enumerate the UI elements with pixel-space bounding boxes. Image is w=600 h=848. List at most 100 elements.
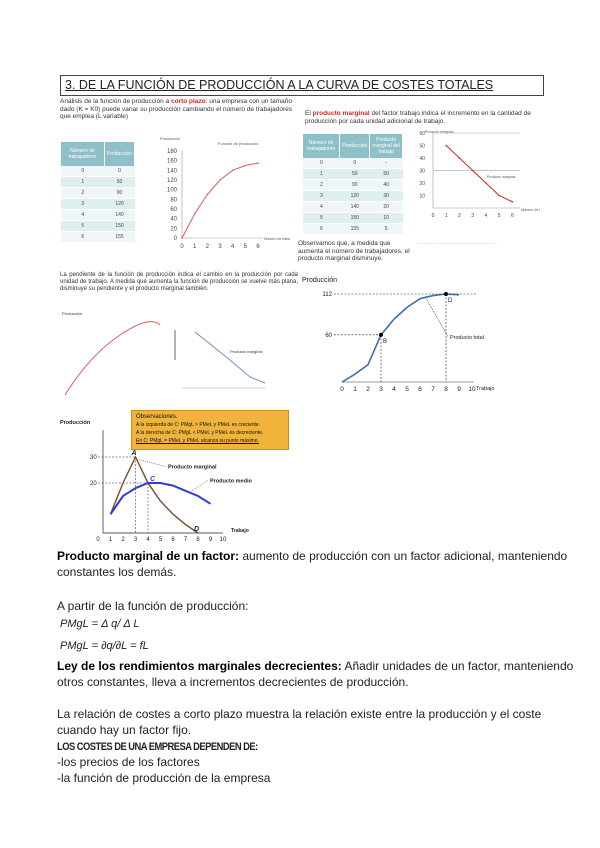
x-tick-label: 6: [511, 213, 514, 219]
x-tick-label: 6: [418, 386, 422, 393]
table-row: 4 140: [61, 209, 135, 221]
obs-line: A la izquierda de C: PMgL > PMeL y PMeL …: [136, 422, 261, 428]
table-cell: 0: [104, 166, 135, 177]
data-point: [498, 194, 500, 197]
x-tick-label: 10: [220, 537, 227, 543]
y-tick-label: 80: [170, 197, 177, 203]
table-row: 1 50: [61, 176, 135, 188]
leader-line: [191, 480, 209, 492]
y-tick-label: 10: [419, 194, 425, 200]
series-label: Producto medio: [210, 478, 253, 484]
table-cell: 5: [303, 212, 340, 224]
point-marker: [379, 332, 383, 337]
y-tick-label: 40: [419, 156, 425, 162]
chart-title: Función de producción: [218, 141, 258, 146]
formula-derivative: PMgL = ∂q/∂L = fL: [60, 640, 149, 652]
x-tick-label: 4: [392, 386, 396, 393]
observe-note: Observamos que, a medida que aumenta el …: [298, 240, 410, 262]
table-row: 5 150: [61, 220, 135, 232]
table-cell: 1: [303, 168, 340, 180]
y-axis-label: Producción: [302, 277, 337, 284]
x-tick-label: 0: [340, 386, 344, 393]
data-point: [485, 182, 487, 184]
table-cell: 120: [339, 190, 370, 202]
table-cell: 4: [61, 209, 105, 221]
y-tick-label: 160: [167, 159, 178, 165]
marginal-intro-highlight: producto marginal: [312, 110, 370, 117]
table-cell: 1: [61, 176, 105, 188]
x-axis-label: Número de trabajadores: [264, 237, 290, 241]
y-value-label: 20: [90, 481, 97, 487]
x-tick-label: 2: [121, 537, 125, 543]
y-tick-label: 180: [167, 149, 178, 155]
total-product-curve: [341, 293, 460, 383]
obs-line: A la derecha de C: PMgL < PMeL y PMeL es…: [136, 430, 264, 436]
table-cell: 50: [104, 176, 135, 188]
y-value-label: 60: [325, 333, 332, 339]
production-curve: [181, 162, 259, 239]
y-value-label: 30: [90, 455, 97, 461]
y-axis-label: Producción: [60, 420, 91, 426]
table-cell: 4: [303, 201, 340, 213]
intro-text-rest: : una empresa con un tamaño dado (K = K0…: [60, 98, 292, 120]
marginal-intro: El producto marginal del factor trabajo …: [305, 110, 535, 125]
table-cell: 50: [369, 168, 403, 180]
y-tick-label: 60: [170, 207, 177, 213]
x-tick-label: 2: [458, 213, 461, 219]
x-axis-label: Trabajo: [231, 528, 249, 534]
x-tick-label: 10: [468, 386, 476, 393]
y-tick-label: 40: [170, 217, 177, 223]
table-cell: 0: [303, 158, 340, 169]
y-axis-label: Producción: [62, 311, 82, 316]
x-tick-label: 3: [218, 244, 222, 250]
table-cell: 155: [339, 223, 370, 235]
table-cell: 150: [339, 212, 370, 224]
marginal-curve: [194, 331, 266, 384]
table-cell: 3: [61, 198, 105, 210]
x-tick-label: 1: [353, 386, 357, 393]
data-point: [231, 169, 234, 172]
series-label: Producto marginal: [168, 465, 217, 471]
data-point: [219, 179, 221, 181]
table-cell: 0: [61, 166, 105, 177]
intro-text: Análisis de la función de producción a: [60, 98, 170, 105]
table-row: 6 155 5: [303, 223, 403, 235]
y-tick-label: 120: [167, 178, 178, 184]
x-tick-label: 5: [244, 244, 248, 250]
x-tick-label: 3: [471, 213, 474, 219]
x-tick-label: 6: [171, 537, 175, 543]
x-tick-label: 1: [193, 244, 197, 250]
table-cell: 2: [303, 179, 340, 191]
table-cell: -: [369, 158, 403, 169]
y-tick-label: 0: [174, 236, 178, 242]
table-cell: 20: [369, 201, 403, 213]
formula-discrete: PMgL = Δ q/ Δ L: [60, 618, 140, 630]
y-tick-label: 60: [419, 131, 425, 137]
x-tick-label: 7: [184, 537, 188, 543]
x-tick-label: 4: [231, 244, 235, 250]
paragraph-short-run-costs: La relación de costes a corto plazo mues…: [57, 707, 542, 737]
point-label: D: [448, 298, 453, 304]
x-tick-label: 6: [256, 244, 260, 250]
data-point: [193, 213, 196, 215]
table-row: 2 90: [61, 187, 135, 199]
y-axis-label: Producto marginal: [425, 130, 454, 134]
x-axis-label: Número de trabajadores: [521, 208, 540, 212]
definition: aumento de producción con un factor adic…: [57, 549, 568, 579]
data-point: [445, 144, 448, 147]
table-cell: 5: [61, 220, 105, 232]
x-tick-label: 0: [96, 537, 100, 543]
x-tick-label: 5: [498, 213, 501, 219]
table-cell: 90: [104, 187, 135, 199]
table-row: 4 140 20: [303, 201, 403, 213]
production-curve: [64, 321, 161, 395]
costs-heading: LOS COSTES DE UNA EMPRESA DEPENDEN DE:: [57, 741, 258, 753]
table-cell: 150: [104, 220, 135, 232]
observations-box: Observaciones. A la izquierda de C: PMgL…: [131, 410, 289, 450]
marginal-product-curve: [109, 455, 199, 534]
table-cell: 0: [339, 158, 370, 169]
x-tick-label: 3: [134, 537, 138, 543]
